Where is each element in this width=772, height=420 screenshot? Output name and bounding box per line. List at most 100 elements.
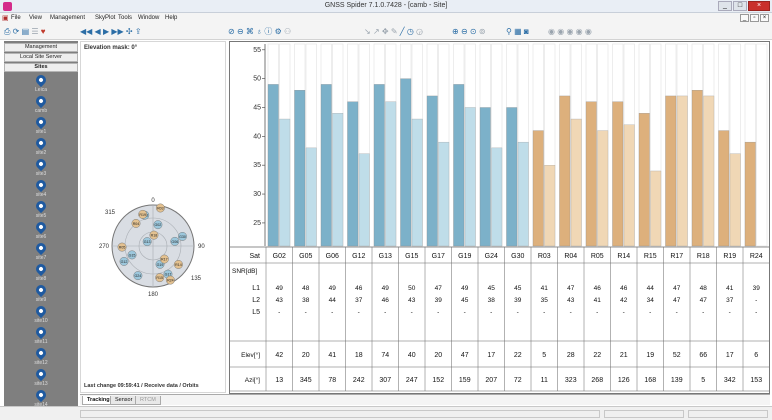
skyplot-satellite-marker[interactable] — [119, 256, 129, 266]
window-title: GNSS Spider 7.1.0.7428 - [camb - Site] — [324, 2, 448, 9]
report-icon[interactable]: ▦ — [514, 27, 522, 36]
tool-d-icon[interactable]: ◉ — [575, 27, 583, 36]
satellite-icon[interactable]: ✣ — [125, 27, 133, 36]
minimize-button[interactable]: _ — [718, 1, 732, 11]
skyplot-satellite-marker[interactable] — [165, 275, 175, 285]
skyplot-satellite-marker[interactable] — [138, 209, 148, 219]
fast-forward-icon[interactable]: ▶▶ — [111, 27, 124, 36]
zoom-fit-icon[interactable]: ⊙ — [469, 27, 477, 36]
skyplot-satellite-marker[interactable] — [170, 236, 180, 246]
maximize-button[interactable]: □ — [733, 1, 747, 11]
tab-local-site-server[interactable]: Local Site Server — [4, 53, 78, 62]
network-icon[interactable]: ⌘ — [245, 27, 254, 36]
site-item[interactable]: site10 — [4, 303, 78, 328]
menu-view[interactable]: View — [29, 15, 42, 21]
save-icon[interactable]: ▤ — [21, 27, 30, 36]
site-item[interactable]: camb — [4, 93, 78, 118]
elevation-mask-label: Elevation mask: 0° — [84, 45, 138, 51]
search-icon[interactable]: ⚲ — [506, 27, 512, 36]
site-item[interactable]: site7 — [4, 240, 78, 265]
tab-rtcm[interactable]: RTCM — [135, 396, 161, 405]
clock-icon[interactable]: ◷ — [406, 27, 414, 36]
child-close-button[interactable]: × — [760, 14, 769, 22]
skyplot-satellite-marker[interactable] — [178, 232, 187, 241]
menu-window[interactable]: Window — [138, 15, 160, 21]
location-pin-icon — [33, 72, 49, 88]
site-item[interactable]: site2 — [4, 135, 78, 160]
skyplot-satellite-marker[interactable] — [117, 242, 127, 252]
child-minimize-button[interactable]: _ — [740, 14, 749, 22]
line-icon[interactable]: ╱ — [399, 27, 405, 36]
site-item[interactable]: site11 — [4, 324, 78, 349]
refresh-icon[interactable]: ⟳ — [12, 27, 20, 36]
pen-icon[interactable]: ✎ — [390, 27, 398, 36]
zoom-reset-icon[interactable]: ⊚ — [478, 27, 486, 36]
skyplot-satellite-marker[interactable] — [155, 273, 165, 283]
print-icon[interactable]: ⎙ — [4, 27, 11, 36]
menu-file[interactable]: File — [11, 15, 21, 21]
site-item[interactable]: site8 — [4, 261, 78, 286]
camera-icon[interactable]: ◙ — [523, 27, 529, 36]
skyplot-satellite-marker[interactable] — [131, 219, 141, 228]
skyplot-satellite-marker[interactable] — [133, 271, 143, 281]
bar-l2 — [411, 118, 423, 247]
pointer-icon[interactable]: ↗ — [372, 27, 380, 36]
site-item[interactable]: site9 — [4, 282, 78, 307]
site-label: site10 — [34, 318, 48, 324]
menu-skyplot[interactable]: SkyPlot — [95, 15, 116, 21]
site-item[interactable]: site5 — [4, 198, 78, 223]
antenna-icon[interactable]: ⊖ — [236, 27, 244, 36]
pan-icon[interactable]: ✥ — [381, 27, 389, 36]
tab-sites[interactable]: Sites — [4, 63, 78, 72]
bar-l2 — [623, 124, 635, 247]
skyplot-satellite-marker[interactable] — [153, 220, 163, 230]
tool-c-icon[interactable]: ◉ — [566, 27, 574, 36]
tab-sensor[interactable]: Sensor — [110, 396, 138, 405]
child-restore-button[interactable]: ▫ — [750, 14, 759, 22]
station-icon[interactable]: ♁ — [256, 27, 263, 36]
link-icon[interactable]: ⊘ — [228, 27, 235, 36]
settings-icon[interactable]: ⚙ — [274, 27, 282, 36]
skyplot-satellite-label: R14 — [175, 263, 182, 267]
menu-tools[interactable]: Tools — [118, 15, 133, 21]
skyplot-satellite-marker[interactable] — [155, 203, 165, 213]
list-icon[interactable]: ☰ — [31, 27, 39, 36]
play-back-icon[interactable]: ◀ — [94, 27, 101, 36]
menu-help[interactable]: Help — [165, 15, 178, 21]
user-icon[interactable]: ⚇ — [283, 27, 292, 36]
menu-management[interactable]: Management — [50, 15, 86, 21]
l2-cell: 43 — [408, 297, 416, 304]
skyplot-satellite-marker[interactable] — [127, 250, 137, 260]
tool-a-icon[interactable]: ◉ — [548, 27, 555, 36]
skyplot-satellite-marker[interactable] — [159, 254, 169, 264]
site-item[interactable]: site6 — [4, 219, 78, 244]
site-item[interactable]: site1 — [4, 114, 78, 139]
site-item[interactable]: Leica — [4, 72, 78, 97]
site-item[interactable]: site12 — [4, 345, 78, 370]
heart-icon[interactable]: ♥ — [40, 27, 46, 36]
tool-e-icon[interactable]: ◉ — [584, 27, 592, 36]
tool-b-icon[interactable]: ◉ — [557, 27, 565, 36]
upload-icon[interactable]: ⇪ — [134, 27, 142, 36]
skyplot-satellite-marker[interactable] — [142, 237, 152, 247]
history-icon[interactable]: ◶ — [416, 27, 424, 36]
site-item[interactable]: site13 — [4, 366, 78, 391]
close-button[interactable]: × — [748, 1, 770, 11]
arrow-icon[interactable]: ↘ — [364, 27, 371, 36]
site-item[interactable]: site4 — [4, 177, 78, 202]
play-icon[interactable]: ▶ — [102, 27, 110, 36]
tab-management[interactable]: Management — [4, 43, 78, 52]
skyplot[interactable]: 0 90 180 270 315 135 G02G05G06G12G13G15G… — [81, 50, 225, 380]
step-back-icon[interactable]: ◀◀ — [80, 27, 93, 36]
l1-cell: 46 — [620, 285, 628, 292]
site-item[interactable]: site3 — [4, 156, 78, 181]
skyplot-satellite-marker[interactable] — [149, 230, 159, 240]
skyplot-satellite-marker[interactable] — [174, 260, 183, 269]
l2-cell: - — [755, 297, 757, 304]
document-icon[interactable]: ▣ — [2, 15, 9, 22]
site-item[interactable]: site14 — [4, 387, 78, 412]
zoom-out-icon[interactable]: ⊖ — [460, 27, 468, 36]
l5-cell: - — [596, 309, 598, 316]
zoom-in-icon[interactable]: ⊕ — [452, 27, 459, 36]
info-icon[interactable]: ⓘ — [264, 27, 273, 36]
